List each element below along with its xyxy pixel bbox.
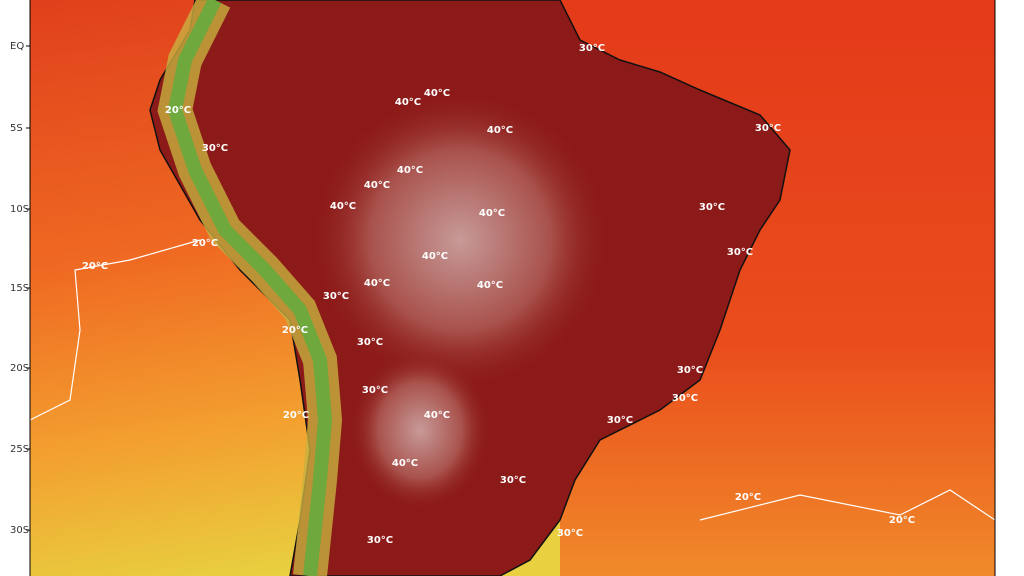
contour-label: 30°C xyxy=(677,365,703,376)
contour-label: 30°C xyxy=(500,475,526,486)
contour-label: 20°C xyxy=(82,261,108,272)
contour-label: 40°C xyxy=(364,278,390,289)
contour-label: 40°C xyxy=(422,251,448,262)
right-margin xyxy=(995,0,1024,576)
contour-label: 40°C xyxy=(424,88,450,99)
contour-label: 20°C xyxy=(283,410,309,421)
contour-label: 40°C xyxy=(424,410,450,421)
lat-label: 30S xyxy=(10,525,29,536)
lat-label: 25S xyxy=(10,444,29,455)
contour-label: 20°C xyxy=(889,515,915,526)
contour-label: 30°C xyxy=(699,202,725,213)
contour-label: 30°C xyxy=(202,143,228,154)
hot-core-south xyxy=(350,350,490,510)
contour-label: 30°C xyxy=(727,247,753,258)
contour-label: 30°C xyxy=(362,385,388,396)
contour-label: 30°C xyxy=(323,291,349,302)
contour-label: 30°C xyxy=(607,415,633,426)
contour-label: 20°C xyxy=(165,105,191,116)
contour-label: 30°C xyxy=(579,43,605,54)
lat-label: 15S xyxy=(10,283,29,294)
contour-label: 20°C xyxy=(192,238,218,249)
lat-label: 20S xyxy=(10,363,29,374)
contour-label: 30°C xyxy=(367,535,393,546)
contour-label: 20°C xyxy=(282,325,308,336)
contour-label: 40°C xyxy=(477,280,503,291)
contour-label: 40°C xyxy=(364,180,390,191)
left-margin xyxy=(0,0,30,576)
contour-label: 30°C xyxy=(672,393,698,404)
lat-label: 5S xyxy=(10,123,23,134)
andes-high xyxy=(167,0,333,576)
contour-label: 30°C xyxy=(755,123,781,134)
hot-core xyxy=(310,90,610,390)
lat-label: 10S xyxy=(10,204,29,215)
contour-label: 20°C xyxy=(735,492,761,503)
contour-label: 40°C xyxy=(330,201,356,212)
contour-label: 40°C xyxy=(479,208,505,219)
contour-label: 40°C xyxy=(395,97,421,108)
contour-label: 40°C xyxy=(397,165,423,176)
contour-label: 40°C xyxy=(487,125,513,136)
contour-label: 40°C xyxy=(392,458,418,469)
lat-label: EQ xyxy=(10,41,24,52)
contour-label: 30°C xyxy=(557,528,583,539)
contour-20 xyxy=(29,239,996,521)
contour-label: 30°C xyxy=(357,337,383,348)
